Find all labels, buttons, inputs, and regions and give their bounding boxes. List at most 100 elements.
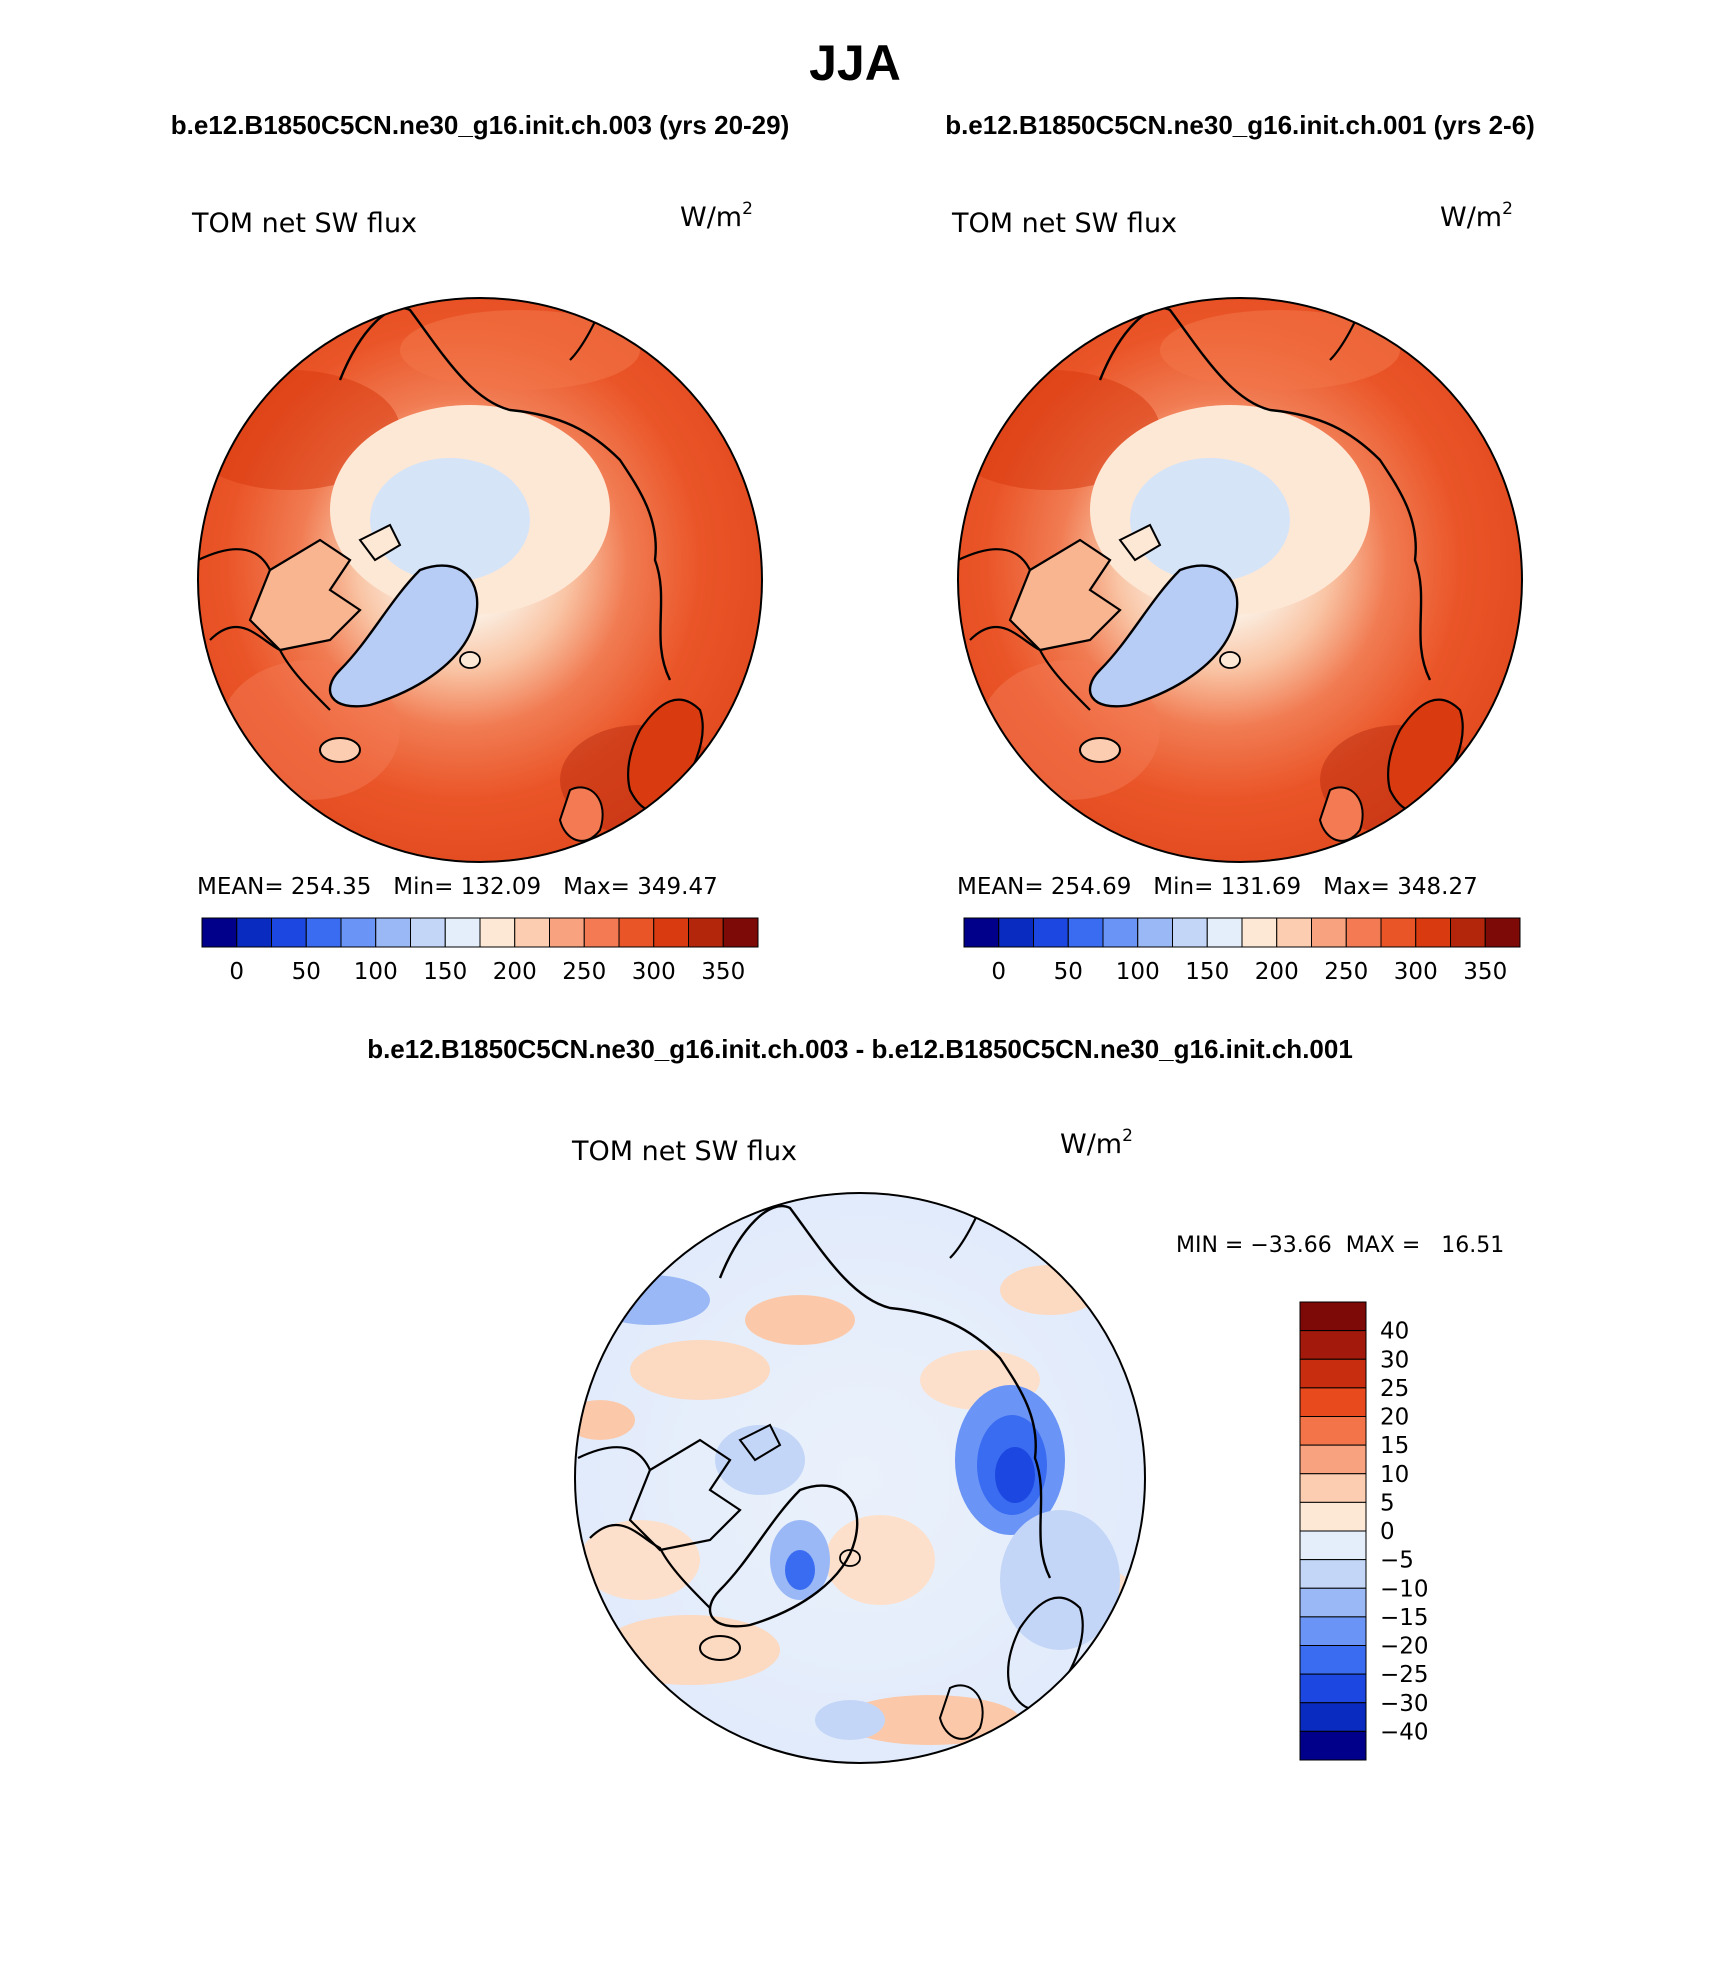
abs-colorbar-right-tick-label: 250 xyxy=(1324,959,1368,985)
abs-colorbar-left-swatch xyxy=(375,917,411,948)
diff-colorbar-tick-label: 20 xyxy=(1380,1405,1409,1431)
panel-right-variable: TOM net SW flux xyxy=(951,208,1177,239)
abs-colorbar-left-swatch xyxy=(479,917,516,948)
abs-colorbar-right-swatch xyxy=(1172,917,1208,948)
panel-diff-map xyxy=(574,1192,1146,1764)
diff-colorbar-swatch xyxy=(1299,1616,1367,1646)
panel-right-heading: b.e12.B1850C5CN.ne30_g16.init.ch.001 (yr… xyxy=(945,110,1535,140)
panel-diff: b.e12.B1850C5CN.ne30_g16.init.ch.003 - b… xyxy=(367,1034,1504,1764)
abs-colorbar-left-swatch xyxy=(271,917,307,948)
abs-colorbar-right-swatch xyxy=(1380,917,1417,948)
abs-colorbar-left-tick-label: 350 xyxy=(701,959,745,985)
abs-colorbar-right-swatch xyxy=(1137,917,1173,948)
diff-colorbar-tick-label: −10 xyxy=(1380,1576,1429,1602)
diff-colorbar-tick-label: 40 xyxy=(1380,1319,1409,1345)
abs-colorbar-right-tick-label: 0 xyxy=(991,959,1006,985)
diff-colorbar-swatch xyxy=(1299,1559,1367,1589)
panel-left-stats: MEAN= 254.35 Min= 132.09 Max= 349.47 xyxy=(197,874,718,900)
abs-colorbar-right-swatch xyxy=(998,917,1034,948)
abs-colorbar-left-swatch xyxy=(340,917,377,948)
panel-left-units: W/m2 xyxy=(680,199,753,233)
panel-right-colorbar: 0 50 100 150 200 250 300 350 xyxy=(963,917,1521,985)
panel-diff-units: W/m2 xyxy=(1060,1126,1133,1160)
diff-colorbar-tick-label: −40 xyxy=(1380,1719,1429,1745)
diff-colorbar-tick-label: 15 xyxy=(1380,1433,1409,1459)
diff-colorbar-swatch xyxy=(1299,1473,1367,1503)
diff-colorbar-swatch xyxy=(1299,1358,1367,1389)
panel-right-stats: MEAN= 254.69 Min= 131.69 Max= 348.27 xyxy=(957,874,1478,900)
diff-colorbar-swatch xyxy=(1299,1416,1367,1446)
panel-left-heading: b.e12.B1850C5CN.ne30_g16.init.ch.003 (yr… xyxy=(171,110,790,140)
abs-colorbar-right-swatch xyxy=(1102,917,1139,948)
diff-colorbar-swatch xyxy=(1299,1444,1367,1475)
panel-right-map xyxy=(957,297,1523,863)
abs-colorbar-right-swatch xyxy=(1276,917,1312,948)
diff-colorbar-swatch xyxy=(1299,1645,1367,1675)
panel-right: b.e12.B1850C5CN.ne30_g16.init.ch.001 (yr… xyxy=(945,110,1535,985)
abs-colorbar-left-swatch xyxy=(583,917,620,948)
diff-colorbar-swatch xyxy=(1299,1673,1367,1704)
abs-colorbar-left-swatch xyxy=(236,917,272,948)
abs-colorbar-left-swatch xyxy=(201,917,238,948)
diff-colorbar-swatch xyxy=(1299,1730,1367,1761)
panel-diff-variable: TOM net SW flux xyxy=(571,1136,797,1167)
abs-colorbar-right-swatch xyxy=(1415,917,1451,948)
panel-diff-minmax: MIN = −33.66 MAX = 16.51 xyxy=(1176,1233,1504,1258)
panel-left-map xyxy=(197,297,763,863)
abs-colorbar-right-swatch xyxy=(1033,917,1069,948)
diff-colorbar-tick-label: 0 xyxy=(1380,1519,1395,1545)
diff-colorbar-swatch xyxy=(1299,1530,1367,1561)
diff-colorbar-tick-label: 5 xyxy=(1380,1490,1395,1516)
diff-colorbar-tick-label: −20 xyxy=(1380,1634,1429,1660)
abs-colorbar-right-swatch xyxy=(1345,917,1382,948)
diff-colorbar-tick-label: −15 xyxy=(1380,1605,1429,1631)
abs-colorbar-left-swatch xyxy=(549,917,585,948)
abs-colorbar-right-swatch xyxy=(1484,917,1521,948)
abs-colorbar-right-tick-label: 350 xyxy=(1463,959,1507,985)
abs-colorbar-left-swatch xyxy=(410,917,446,948)
abs-colorbar-right-tick-label: 300 xyxy=(1394,959,1438,985)
diff-colorbar-tick-label: −5 xyxy=(1380,1548,1414,1574)
abs-colorbar-left-swatch xyxy=(688,917,724,948)
abs-colorbar-left-swatch xyxy=(514,917,550,948)
abs-colorbar-left-tick-label: 50 xyxy=(292,959,321,985)
abs-colorbar-right-swatch xyxy=(1067,917,1104,948)
figure-title: JJA xyxy=(809,35,901,91)
diff-colorbar-tick-label: −30 xyxy=(1380,1691,1429,1717)
panel-left-colorbar: 0 50 100 150 200 250 300 350 xyxy=(201,917,759,985)
diff-colorbar-swatch xyxy=(1299,1387,1367,1417)
abs-colorbar-right-tick-label: 50 xyxy=(1054,959,1083,985)
abs-colorbar-left-swatch xyxy=(722,917,759,948)
diff-colorbar-tick-label: 10 xyxy=(1380,1462,1409,1488)
abs-colorbar-left-tick-label: 300 xyxy=(632,959,676,985)
abs-colorbar-left-swatch xyxy=(305,917,342,948)
panel-diff-heading: b.e12.B1850C5CN.ne30_g16.init.ch.003 - b… xyxy=(367,1034,1353,1064)
abs-colorbar-left-tick-label: 0 xyxy=(229,959,244,985)
abs-colorbar-right-swatch xyxy=(1206,917,1243,948)
abs-colorbar-left-tick-label: 250 xyxy=(562,959,606,985)
diff-colorbar-tick-label: −25 xyxy=(1380,1662,1429,1688)
abs-colorbar-left-swatch xyxy=(653,917,689,948)
diff-colorbar-swatch xyxy=(1299,1330,1367,1360)
panel-right-units: W/m2 xyxy=(1440,199,1513,233)
abs-colorbar-right-swatch xyxy=(1311,917,1347,948)
abs-colorbar-left-tick-label: 150 xyxy=(423,959,467,985)
diff-colorbar-swatch xyxy=(1299,1501,1367,1532)
abs-colorbar-right-tick-label: 150 xyxy=(1185,959,1229,985)
abs-colorbar-right-tick-label: 100 xyxy=(1116,959,1160,985)
abs-colorbar-left-swatch xyxy=(618,917,655,948)
abs-colorbar-right-swatch xyxy=(1450,917,1486,948)
diff-colorbar-tick-label: 30 xyxy=(1380,1347,1409,1373)
panel-left-variable: TOM net SW flux xyxy=(191,208,417,239)
abs-colorbar-left-swatch xyxy=(444,917,481,948)
abs-colorbar-right-tick-label: 200 xyxy=(1255,959,1299,985)
abs-colorbar-left-tick-label: 100 xyxy=(354,959,398,985)
panel-left: b.e12.B1850C5CN.ne30_g16.init.ch.003 (yr… xyxy=(171,110,790,985)
diff-colorbar-swatch xyxy=(1299,1587,1367,1618)
abs-colorbar-left-tick-label: 200 xyxy=(493,959,537,985)
diff-colorbar-swatch xyxy=(1299,1301,1367,1332)
abs-colorbar-right-swatch xyxy=(1241,917,1278,948)
diff-colorbar-tick-label: 25 xyxy=(1380,1376,1409,1402)
